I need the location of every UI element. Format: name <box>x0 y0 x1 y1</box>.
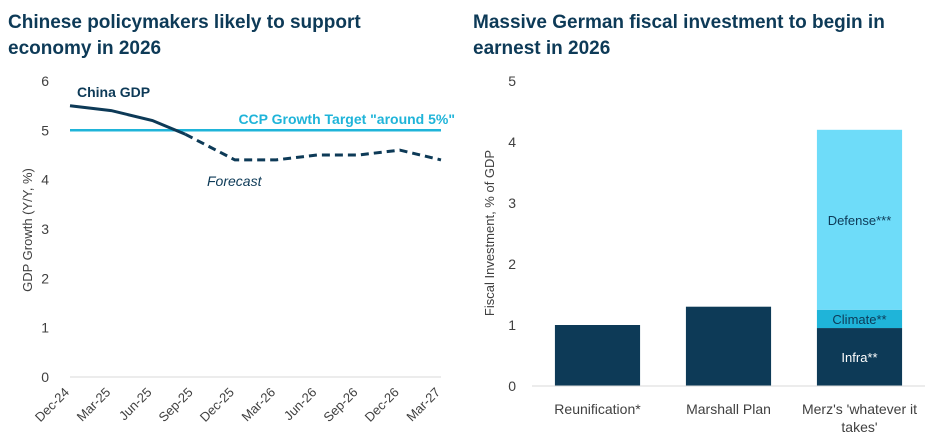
left-chart-panel: Chinese policymakers likely to support e… <box>0 0 460 445</box>
china-gdp-label: China GDP <box>77 84 150 100</box>
bar-infra <box>554 325 641 386</box>
china-gdp-line <box>69 104 186 136</box>
y-tick-label: 1 <box>41 320 49 336</box>
y-tick-label: 5 <box>41 122 49 138</box>
x-tick-label: Sep-26 <box>320 385 360 425</box>
segment-label: Defense*** <box>828 213 892 228</box>
x-tick-label: Mar-26 <box>239 385 279 425</box>
segment-label: Climate** <box>832 312 886 327</box>
x-tick-label: Mar-25 <box>74 385 114 425</box>
x-tick-label: Dec-26 <box>362 385 402 425</box>
right-chart-title: Massive German fiscal investment to begi… <box>473 12 885 59</box>
forecast-label: Forecast <box>207 173 263 189</box>
y-tick-label: 1 <box>508 317 516 333</box>
left-chart-title: Chinese policymakers likely to support e… <box>8 12 361 59</box>
x-tick-label: Mar-27 <box>403 385 443 425</box>
bar-climate <box>816 309 903 329</box>
x-tick-label: Sep-25 <box>156 385 196 425</box>
forecast-line <box>184 132 442 162</box>
x-tick-label: Jun-25 <box>116 385 155 424</box>
y-tick-label: 3 <box>41 221 49 237</box>
x-category-label: Merz's 'whatever it <box>802 401 917 417</box>
y-tick-label: 4 <box>508 134 516 150</box>
x-tick-label: Jun-26 <box>281 385 320 424</box>
bar-infra <box>816 328 903 386</box>
y-tick-label: 0 <box>41 369 49 385</box>
x-tick-label: Dec-24 <box>32 385 72 425</box>
x-category-label: takes' <box>841 419 877 435</box>
y-tick-label: 2 <box>41 270 49 286</box>
x-tick-label: Dec-25 <box>197 385 237 425</box>
fiscal-bar-chart: 0 1 2 3 4 5 Fiscal Investment, % of GDP Reunifi… <box>482 73 925 435</box>
y-tick-label: 5 <box>508 73 516 89</box>
y-tick-label: 2 <box>508 256 516 272</box>
y-tick-label: 6 <box>41 73 49 89</box>
x-category-label: Marshall Plan <box>686 401 771 417</box>
y-tick-label: 3 <box>508 195 516 211</box>
right-chart-panel: Massive German fiscal investment to begi… <box>470 0 933 445</box>
y-tick-label: 0 <box>508 378 516 394</box>
y-axis-title: Fiscal Investment, % of GDP <box>482 150 497 316</box>
y-axis-title: GDP Growth (Y/Y, %) <box>20 168 35 292</box>
y-tick-label: 4 <box>41 172 49 188</box>
ccp-target-label: CCP Growth Target "around 5%" <box>238 111 455 127</box>
segment-label: Infra** <box>841 350 877 365</box>
bar-defense <box>816 129 903 310</box>
bar-infra <box>685 306 772 386</box>
x-category-label: Reunification* <box>554 401 641 417</box>
